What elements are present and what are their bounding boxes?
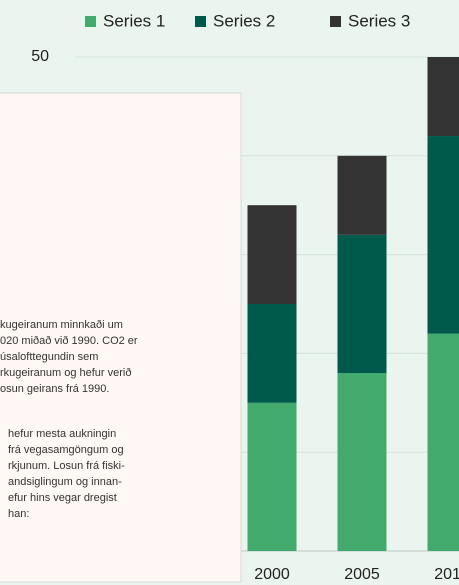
plot-area: 01020304050200020052010: [31, 48, 459, 583]
bar-segment: [337, 155, 387, 235]
paragraph-line: rkjunum. Losun frá fiski-: [8, 460, 125, 472]
paragraph-line: 020 miðað við 1990. CO2 er: [0, 335, 138, 347]
legend-swatch: [330, 16, 341, 27]
bar-segment: [427, 57, 459, 137]
legend-swatch: [85, 16, 96, 27]
legend-label: Series 3: [348, 11, 410, 30]
x-tick-label: 2005: [344, 566, 380, 583]
legend-label: Series 1: [103, 11, 165, 30]
text-box: kugeiranum minnkaði um 020 miðað við 1990…: [0, 92, 242, 583]
paragraph-line: andsiglingum og innan-: [8, 476, 122, 488]
paragraph-line: rkugeiranum og hefur verið: [0, 367, 131, 379]
paragraph-line: hefur mesta aukningin: [8, 428, 116, 440]
y-tick-label: 50: [31, 48, 49, 65]
paragraph-line: kugeiranum minnkaði um: [0, 319, 123, 331]
x-tick-label: 2000: [254, 566, 290, 583]
legend: Series 1 Series 2 Series 3: [85, 11, 410, 30]
bar-segment: [247, 304, 297, 403]
bar-segment: [247, 205, 297, 304]
bar-segment: [427, 136, 459, 334]
bar-segment: [247, 402, 297, 551]
legend-label: Series 2: [213, 11, 275, 30]
paragraph-line: úsalofttegundin sem: [0, 351, 98, 363]
bar-segment: [427, 333, 459, 551]
paragraph-line: frá vegasamgöngum og: [8, 444, 124, 456]
paragraph-line: osun geirans frá 1990.: [0, 383, 109, 395]
bar-segment: [337, 373, 387, 551]
bar-segment: [337, 234, 387, 374]
paragraph-line: efur hins vegar dregist: [8, 492, 117, 504]
x-tick-label: 2010: [434, 566, 459, 583]
paragraph-line: han:: [8, 508, 29, 520]
legend-swatch: [195, 16, 206, 27]
text-box-background: [0, 92, 242, 583]
